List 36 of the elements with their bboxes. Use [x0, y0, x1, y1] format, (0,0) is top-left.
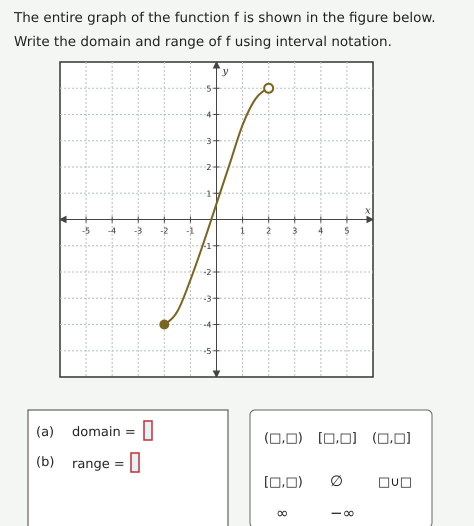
text: range =	[72, 457, 125, 472]
x-tick-label: 4	[318, 226, 324, 236]
x-tick-label: -5	[82, 226, 90, 236]
y-tick-label: -4	[204, 320, 212, 330]
y-tick-label: -5	[204, 346, 212, 356]
chart-subtitle: Write the domain and range of f using interval notation.	[14, 34, 392, 50]
x-tick-label: 5	[344, 226, 350, 236]
y-tick-label: 1	[206, 189, 212, 198]
y-tick-label: 3	[206, 136, 212, 146]
x-tick-label: 2	[266, 226, 272, 236]
text: (□,□]	[372, 431, 411, 446]
text: (a)	[36, 425, 54, 440]
x-tick-label: -1	[186, 226, 194, 236]
y-axis-title: y	[222, 66, 228, 77]
text: (b)	[36, 455, 54, 470]
text: (□,□)	[264, 431, 303, 446]
chart-title: The entire graph of the function f is shown in the figure below.	[13, 10, 436, 26]
x-axis-title: x	[365, 206, 371, 216]
text: [□,□)	[264, 475, 303, 490]
text: □∪□	[378, 475, 412, 490]
y-tick-label: 5	[206, 84, 212, 94]
y-tick-label: -3	[204, 294, 212, 304]
x-tick-label: 1	[240, 226, 246, 236]
y-tick-label: 4	[206, 110, 212, 120]
x-tick-label: -3	[134, 226, 142, 236]
text: [□,□]	[318, 431, 357, 446]
y-tick-label: -2	[204, 268, 212, 277]
x-tick-label: 3	[292, 226, 298, 236]
y-tick-label: 2	[206, 163, 212, 172]
text: domain =	[72, 425, 136, 440]
x-tick-label: -4	[108, 226, 116, 236]
text: ∞	[276, 504, 288, 522]
y-tick-label: -1	[204, 242, 212, 251]
text: −∞	[330, 504, 356, 522]
x-tick-label: -2	[160, 226, 168, 236]
text: ∅	[330, 472, 344, 490]
